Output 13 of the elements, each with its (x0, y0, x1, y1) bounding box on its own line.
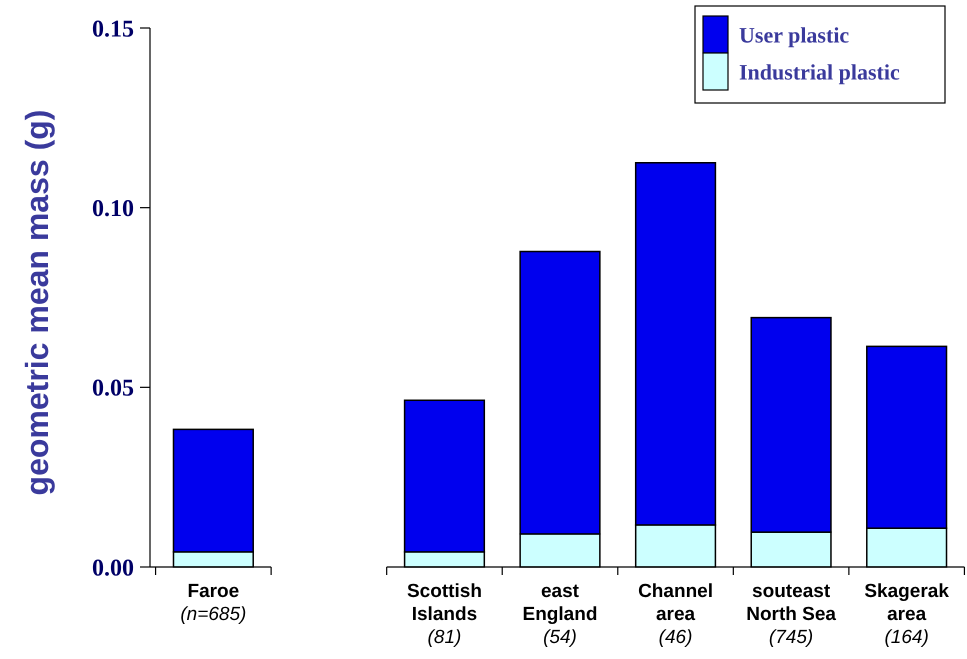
x-tick-label: Faroe (n=685) (180, 581, 246, 625)
x-tick-label: Channel area (46) (638, 581, 714, 648)
y-tick-label: 0.15 (92, 16, 134, 42)
legend-label: Industrial plastic (739, 60, 900, 85)
legend-label: User plastic (739, 22, 850, 48)
x-tick-label: Scottish Islands (81) (406, 581, 482, 648)
y-tick-label: 0.05 (92, 376, 134, 402)
y-axis-title: geometric mean mass (g) (19, 110, 55, 496)
x-tick-label: east England (54) (522, 581, 598, 648)
x-tick-label: souteast North Sea (745) (746, 581, 836, 648)
y-tick-label: 0.00 (92, 555, 134, 582)
x-tick-label: Skagerak area (164) (864, 581, 950, 648)
y-tick-label: 0.10 (92, 196, 134, 222)
